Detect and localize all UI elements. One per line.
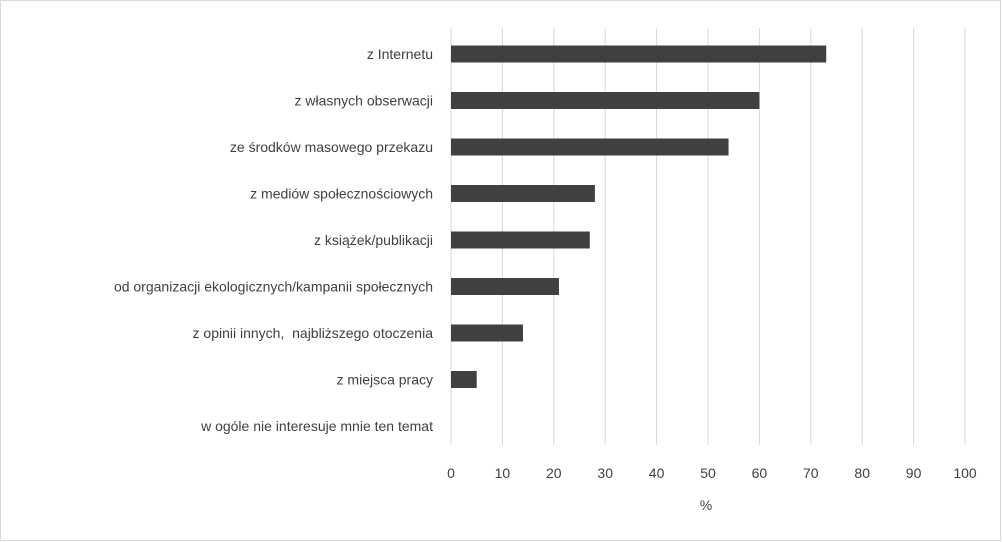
x-tick-label: 20 bbox=[546, 465, 562, 481]
bar bbox=[451, 92, 760, 109]
category-label: z miejsca pracy bbox=[337, 372, 433, 388]
category-label: z mediów społecznościowych bbox=[250, 186, 433, 202]
x-axis-title: % bbox=[700, 497, 712, 513]
x-tick-label: 10 bbox=[495, 465, 511, 481]
bar bbox=[451, 45, 827, 63]
category-label: z Internetu bbox=[367, 46, 433, 62]
x-tick-label: 100 bbox=[953, 465, 977, 481]
bar bbox=[451, 324, 523, 342]
x-tick-label: 60 bbox=[752, 465, 768, 481]
bar bbox=[451, 185, 595, 202]
bar bbox=[451, 231, 590, 249]
category-label: z opinii innych, najbliższego otoczenia bbox=[193, 325, 434, 341]
x-tick-label: 40 bbox=[649, 465, 665, 481]
x-tick-label: 70 bbox=[803, 465, 819, 481]
x-tick-label: 50 bbox=[700, 465, 716, 481]
bar bbox=[451, 278, 559, 295]
bar bbox=[451, 371, 477, 388]
category-label-layer: z Internetu z własnych obserwacji ze środk… bbox=[114, 46, 433, 434]
category-label: w ogóle nie interesuje mnie ten temat bbox=[200, 418, 433, 434]
category-label: z własnych obserwacji bbox=[295, 93, 434, 109]
tick-label-layer: 0 10 20 30 40 50 60 70 80 90 100 bbox=[447, 465, 977, 481]
category-label: ze środków masowego przekazu bbox=[230, 139, 433, 155]
x-tick-label: 80 bbox=[854, 465, 870, 481]
bar bbox=[451, 138, 729, 156]
category-label: z książek/publikacji bbox=[314, 232, 433, 248]
bar-layer bbox=[451, 45, 827, 388]
x-tick-label: 0 bbox=[447, 465, 455, 481]
x-tick-label: 30 bbox=[597, 465, 613, 481]
category-label: od organizacji ekologicznych/kampanii sp… bbox=[114, 279, 433, 295]
x-tick-label: 90 bbox=[906, 465, 922, 481]
